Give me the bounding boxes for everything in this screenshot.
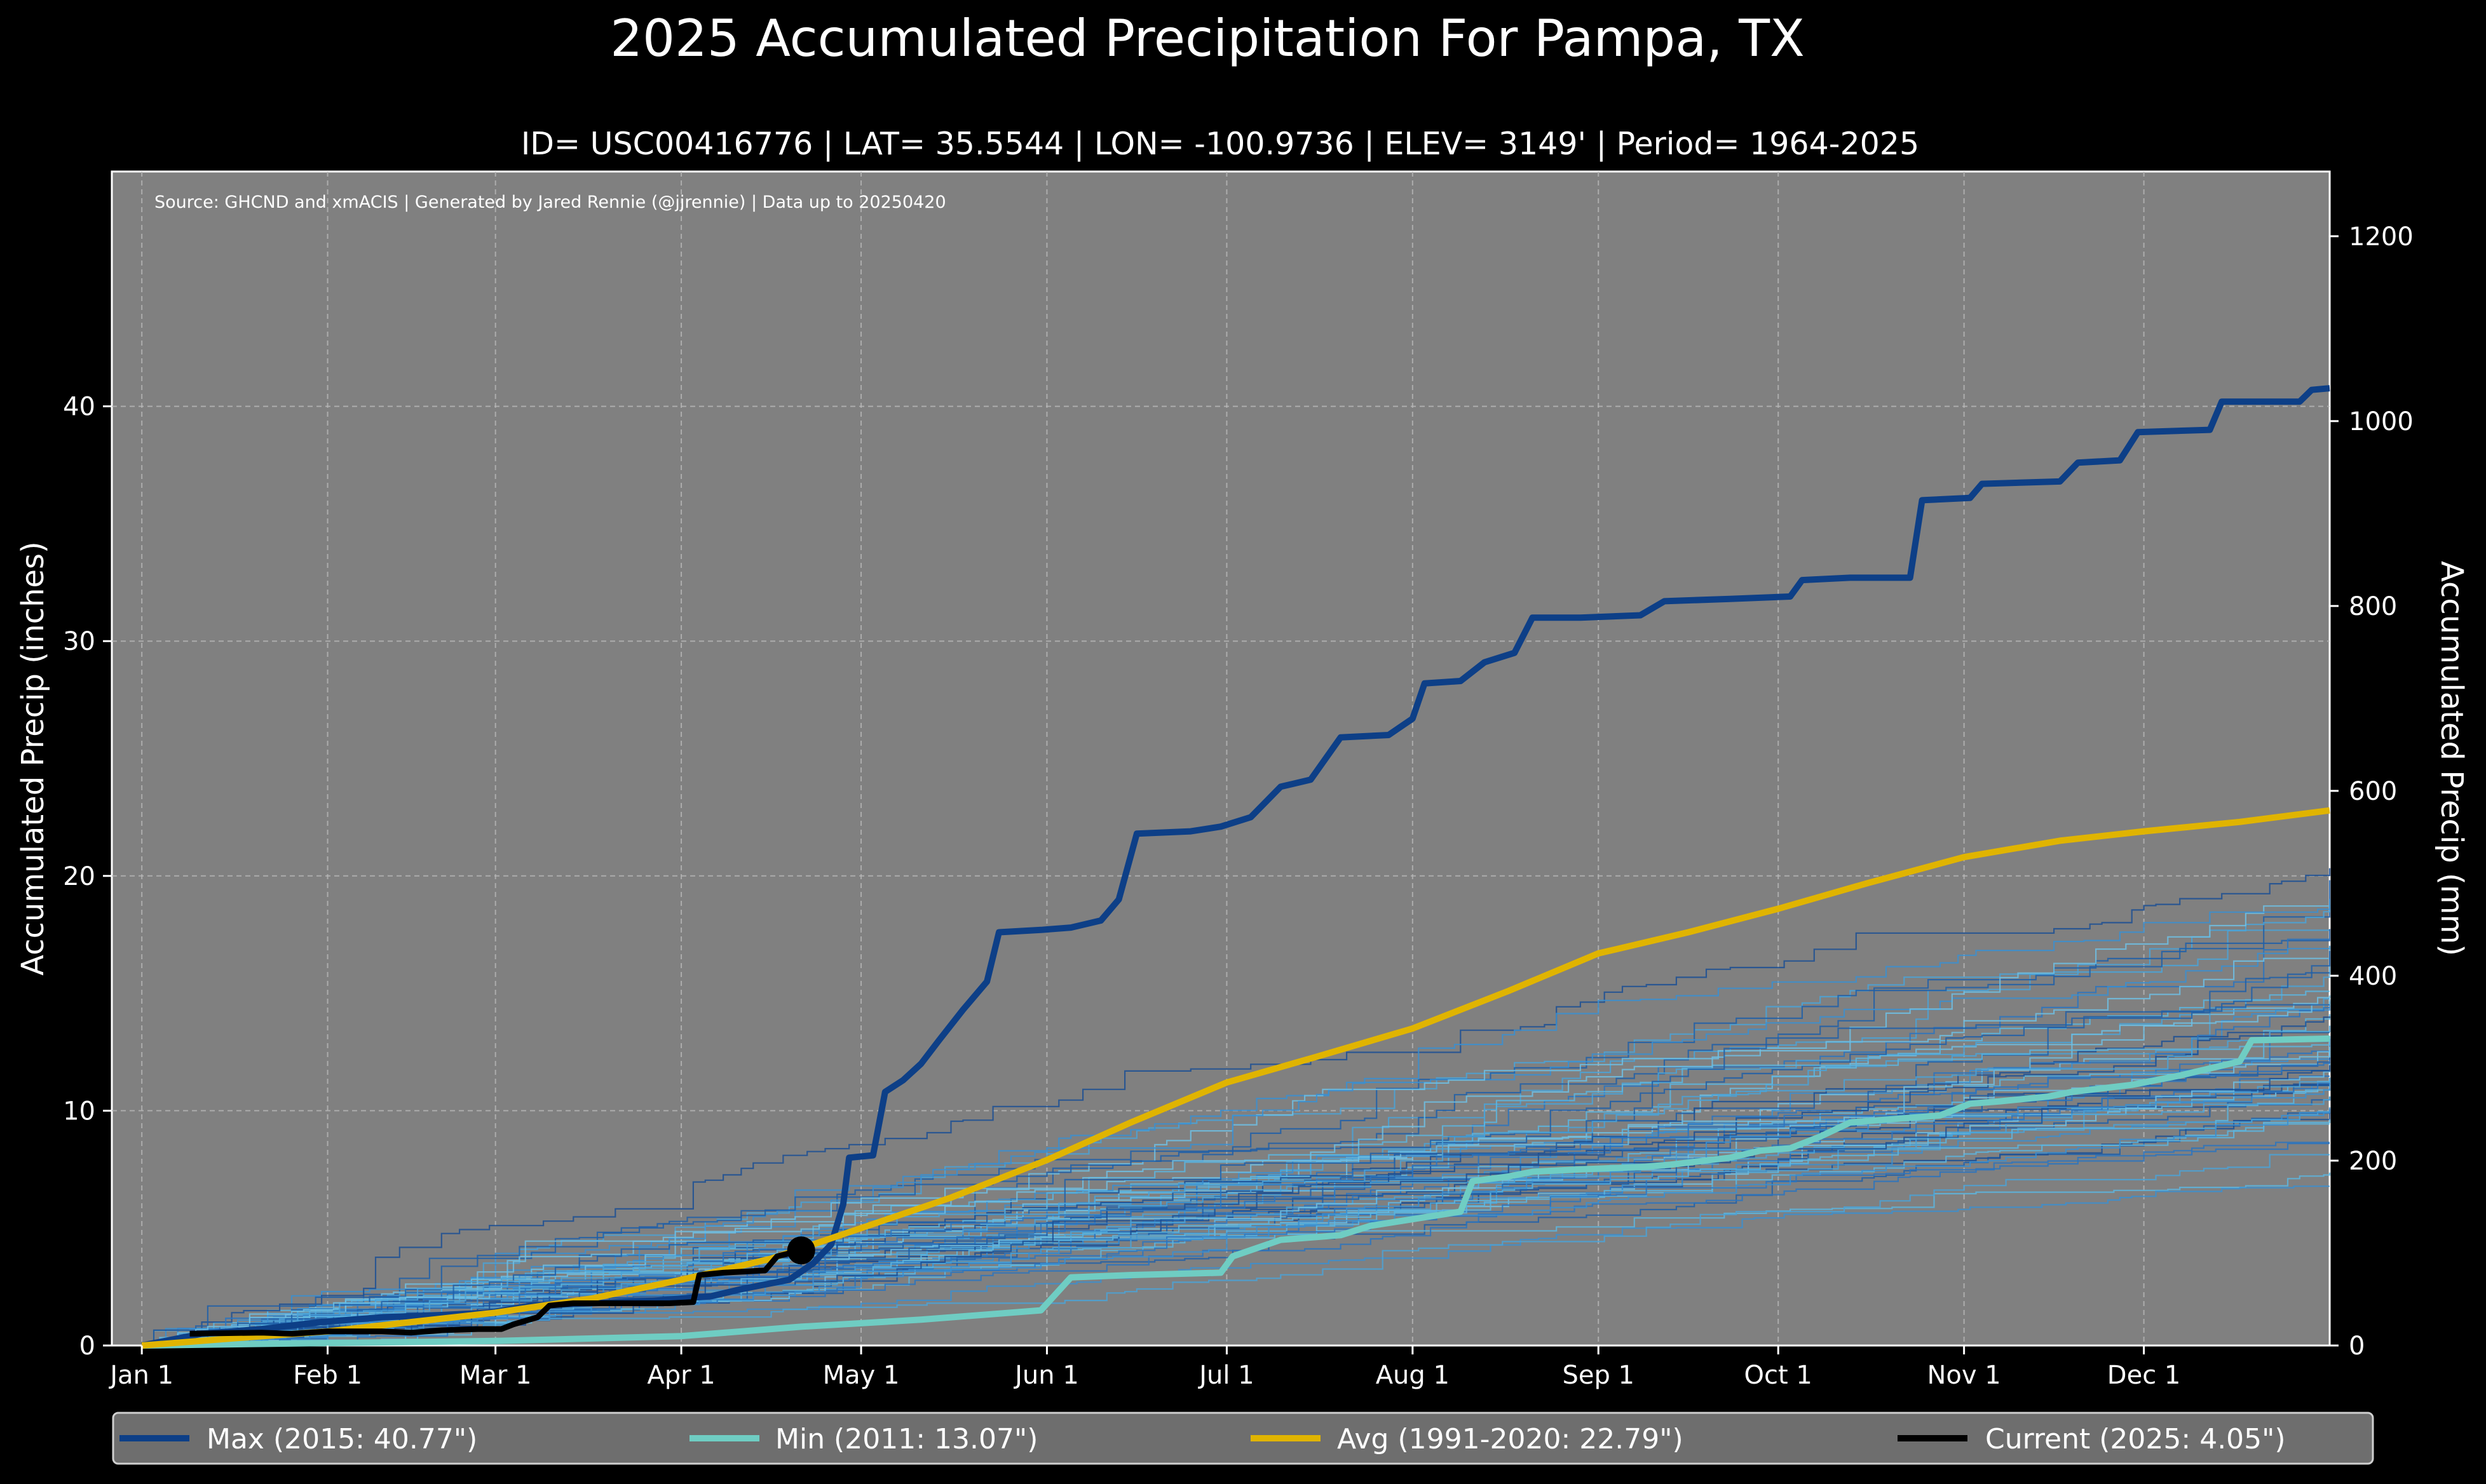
legend-label: Current (2025: 4.05") (1985, 1423, 2286, 1455)
legend-label: Avg (1991-2020: 22.79") (1337, 1423, 1683, 1455)
y2-axis-ticks: 0 200 400 600 800 1000 1200 (2330, 222, 2414, 1361)
x-tick-label: Oct 1 (1744, 1361, 1812, 1390)
historical-year-line (142, 999, 2331, 1347)
historical-year-line (142, 1154, 2330, 1347)
legend-label: Min (2011: 13.07") (775, 1423, 1038, 1455)
x-tick-label: Sep 1 (1562, 1361, 1634, 1390)
y-axis-label: Accumulated Precip (inches) (15, 541, 51, 976)
historical-year-line (142, 947, 2331, 1347)
historical-years-lines (142, 868, 2331, 1347)
grid-lines (112, 172, 2330, 1346)
plot-area (111, 170, 2331, 1347)
x-tick-label: Feb 1 (293, 1361, 362, 1390)
series-line-1 (142, 1035, 2330, 1349)
source-note: Source: GHCND and xmACIS | Generated by … (154, 192, 946, 212)
y2-tick-label: 600 (2349, 777, 2397, 806)
y-tick-label: 20 (63, 862, 95, 891)
historical-year-line (142, 1035, 2331, 1347)
historical-year-line (142, 1004, 2330, 1347)
series-line-3 (189, 1247, 802, 1337)
y-tick-label: 10 (63, 1096, 95, 1126)
y-tick-label: 30 (63, 627, 95, 656)
historical-year-line (142, 1063, 2331, 1347)
legend-box (112, 1412, 2374, 1465)
historical-year-line (142, 1096, 2331, 1347)
x-tick-label: Jan 1 (108, 1361, 173, 1390)
x-tick-label: Jun 1 (1013, 1361, 1079, 1390)
x-tick-label: Aug 1 (1376, 1361, 1450, 1390)
x-tick-label: Mar 1 (459, 1361, 532, 1390)
y2-tick-label: 400 (2349, 962, 2397, 991)
y-tick-label: 40 (63, 393, 95, 422)
historical-year-line (142, 951, 2331, 1347)
y2-tick-label: 1200 (2349, 222, 2414, 252)
historical-year-line (142, 880, 2331, 1347)
y2-tick-label: 200 (2349, 1147, 2397, 1176)
historical-year-line (142, 956, 2331, 1347)
x-tick-label: Nov 1 (1927, 1361, 2001, 1390)
x-tick-label: Dec 1 (2107, 1361, 2181, 1390)
x-tick-label: Apr 1 (647, 1361, 715, 1390)
y-axis-ticks: 0 10 20 30 40 (63, 393, 112, 1361)
legend-label: Max (2015: 40.77") (207, 1423, 477, 1455)
x-tick-label: May 1 (823, 1361, 900, 1390)
historical-year-line (142, 868, 2331, 1347)
chart-title: 2025 Accumulated Precipitation For Pampa… (610, 9, 1805, 68)
x-tick-label: Jul 1 (1197, 1361, 1254, 1390)
historical-year-line (142, 1025, 2331, 1347)
series-line-0 (141, 385, 2330, 1349)
y2-tick-label: 1000 (2349, 407, 2414, 436)
chart-subtitle: ID= USC00416776 | LAT= 35.5544 | LON= -1… (521, 126, 1919, 162)
y2-tick-label: 800 (2349, 592, 2397, 621)
legend: Max (2015: 40.77") Min (2011: 13.07") Avg … (119, 1423, 2286, 1455)
y-tick-label: 0 (79, 1332, 95, 1361)
y2-tick-label: 0 (2349, 1332, 2365, 1361)
x-axis-ticks: Jan 1 Feb 1 Mar 1 Apr 1 May 1 Jun 1 Jul 1 Aug 1… (108, 1346, 2180, 1390)
series-line-2 (141, 807, 2330, 1349)
historical-year-line (142, 998, 2330, 1347)
series-lines (141, 385, 2330, 1349)
y2-axis-label: Accumulated Precip (mm) (2434, 561, 2469, 956)
current-marker (787, 1236, 815, 1265)
